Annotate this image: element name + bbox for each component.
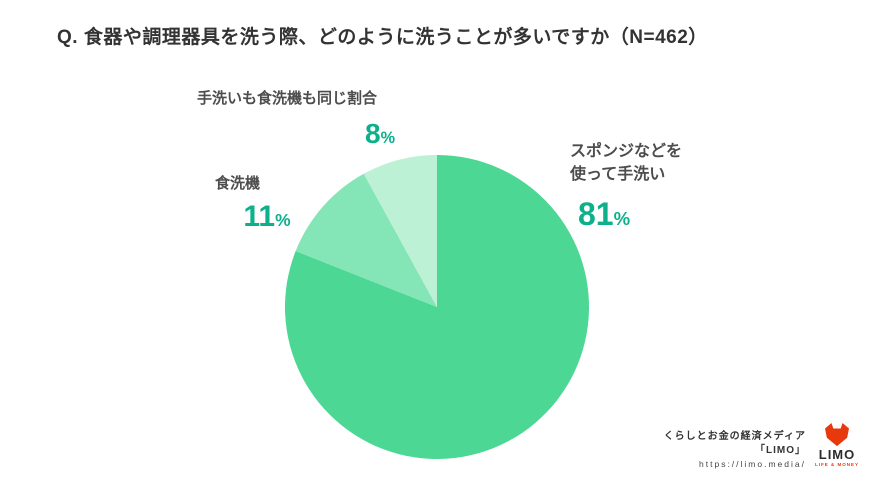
- publisher-credit: くらしとお金の経済メディア 「LIMO」 https://limo.media/: [560, 430, 806, 471]
- callout-sponge-line1: スポンジなどを: [570, 143, 683, 160]
- percent-number: 11: [243, 200, 276, 233]
- percent-sign: %: [380, 129, 395, 147]
- chart-title: Q. 食器や調理器具を洗う際、どのように洗うことが多いですか（N=462）: [57, 27, 708, 48]
- fox-icon: [825, 423, 849, 447]
- callout-sponge-label: スポンジなどを 使って手洗い: [570, 140, 750, 186]
- pie-slice-1: [295, 173, 437, 307]
- callout-dishwasher-label: 食洗機: [214, 175, 260, 192]
- limo-logo: LIMO LIFE & MONEY: [814, 423, 860, 468]
- publisher-tagline: くらしとお金の経済メディア: [663, 431, 806, 442]
- logo-subtext: LIFE & MONEY: [814, 462, 859, 467]
- percent-number: 8: [364, 118, 381, 149]
- callout-sponge-value: 81%: [578, 198, 698, 230]
- percent-number: 81: [578, 196, 614, 232]
- publisher-brand: 「LIMO」: [755, 445, 806, 456]
- pie-slice-0: [284, 155, 589, 459]
- percent-sign: %: [275, 210, 291, 230]
- publisher-url: https://limo.media/: [699, 459, 806, 469]
- callout-dishwasher-value: 11%: [212, 202, 322, 232]
- callout-equal-label: 手洗いも食洗機も同じ割合: [196, 90, 377, 107]
- pie-slice-2: [363, 155, 437, 307]
- logo-wordmark: LIMO: [818, 447, 856, 462]
- percent-sign: %: [613, 208, 631, 229]
- callout-sponge-line2: 使って手洗い: [570, 166, 666, 184]
- callout-equal-value: 8%: [330, 120, 430, 148]
